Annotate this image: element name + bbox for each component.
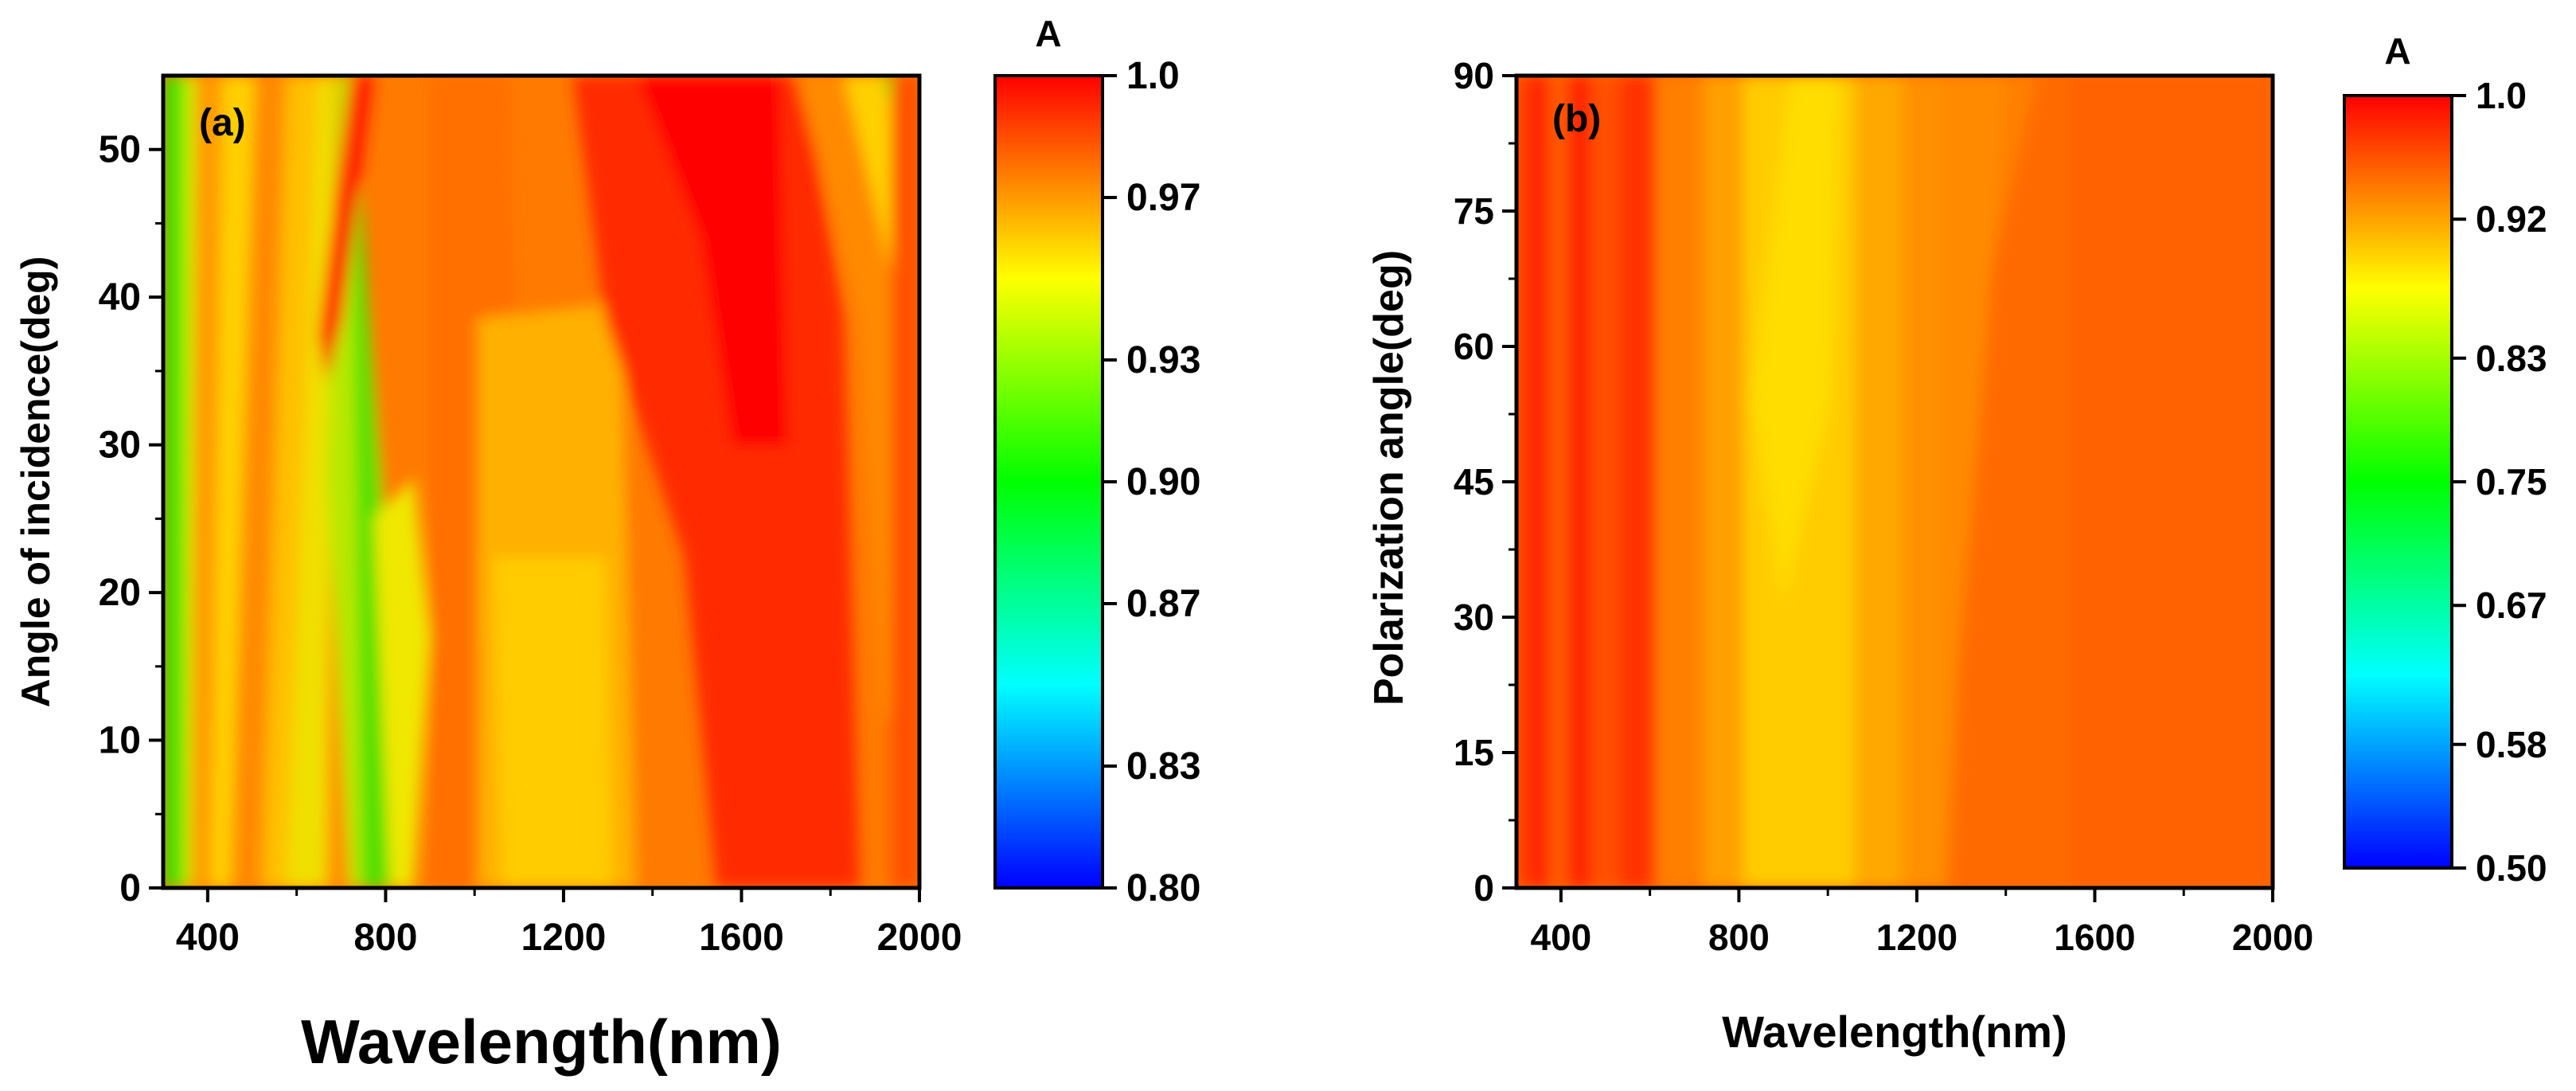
y-tick-label-b: 30 [1454,596,1494,638]
x-tick-label-b: 800 [1708,917,1770,958]
panel-label-a: (a) [199,102,246,144]
colorbar-tick-label-a: 0.90 [1126,461,1200,503]
x-tick-label-b: 1200 [1876,917,1957,958]
x-tick-label-a: 1600 [699,917,784,959]
heatmap-a [163,76,919,888]
axes-a: 400 800 1200 1600 2000 0 10 20 30 40 50 [99,129,962,959]
colorbar-a-ticks: 0.80 0.83 0.87 0.90 0.93 0.97 1.0 [1103,55,1200,909]
x-tick-label-a: 800 [353,917,417,959]
y-tick-label-b: 75 [1454,190,1494,232]
y-tick-label-b: 45 [1454,461,1494,502]
y-tick-label-b: 0 [1473,867,1494,909]
colorbar-b-ticks: 0.50 0.58 0.67 0.75 0.83 0.92 1.0 [2452,75,2547,889]
x-tick-label-b: 2000 [2232,917,2313,958]
plot-frame-a [161,73,922,890]
colorbar-tick-label-b: 0.58 [2476,724,2547,765]
y-tick-label-a: 20 [99,572,141,614]
panel-label-b: (b) [1552,98,1601,140]
axes-b: 400 800 1200 1600 2000 0 15 30 45 60 75 90 [1454,55,2313,958]
colorbar-b-gradient [2343,94,2453,870]
y-tick-label-b: 90 [1454,55,1494,96]
heatmap-b [1516,76,2273,888]
colorbar-tick-label-b: 0.50 [2476,847,2547,889]
x-tick-label-a: 1200 [521,917,607,959]
colorbar-tick-label-a: 1.0 [1126,55,1180,97]
panel-a: 400 800 1200 1600 2000 0 10 20 30 40 50 (a) Wavele… [14,13,1200,1077]
x-axis-label-b: Wavelength(nm) [1722,1007,2067,1057]
x-tick-label-b: 400 [1531,917,1592,958]
y-tick-label-a: 40 [99,276,141,319]
x-tick-label-a: 400 [176,917,240,959]
colorbar-a: A 0.80 0.83 0.87 0.90 0.93 0.97 1.0 [993,13,1200,909]
y-tick-label-a: 0 [119,867,141,909]
x-tick-label-b: 1600 [2054,917,2135,958]
colorbar-tick-label-a: 0.93 [1126,339,1200,381]
colorbar-tick-label-a: 0.87 [1126,583,1200,625]
y-tick-label-b: 60 [1454,326,1494,367]
y-tick-label-a: 30 [99,424,141,467]
colorbar-tick-label-b: 0.83 [2476,338,2547,379]
y-tick-label-a: 10 [99,720,141,762]
y-tick-label-a: 50 [99,129,141,171]
y-axis-label-b: Polarization angle(deg) [1366,250,1412,706]
y-tick-label-b: 15 [1454,732,1494,773]
colorbar-tick-label-b: 0.75 [2476,461,2547,502]
colorbar-tick-label-b: 1.0 [2476,75,2527,116]
colorbar-tick-label-b: 0.92 [2476,198,2547,240]
colorbar-b: A 0.50 0.58 0.67 0.75 0.83 0.92 1.0 [2343,30,2547,889]
colorbar-tick-label-a: 0.80 [1126,867,1200,909]
colorbar-tick-label-a: 0.83 [1126,745,1200,788]
colorbar-a-gradient [993,74,1104,890]
colorbar-a-title: A [1035,13,1061,54]
x-axis-label-a: Wavelength(nm) [301,1007,782,1077]
colorbar-tick-label-a: 0.97 [1126,177,1200,219]
colorbar-tick-label-b: 0.67 [2476,585,2547,626]
y-axis-label-a: Angle of incidence(deg) [14,256,58,708]
colorbar-b-title: A [2384,30,2410,72]
panel-b: 400 800 1200 1600 2000 0 15 30 45 60 75 90 (b) Wave… [1366,30,2547,1057]
x-tick-label-a: 2000 [877,917,962,959]
